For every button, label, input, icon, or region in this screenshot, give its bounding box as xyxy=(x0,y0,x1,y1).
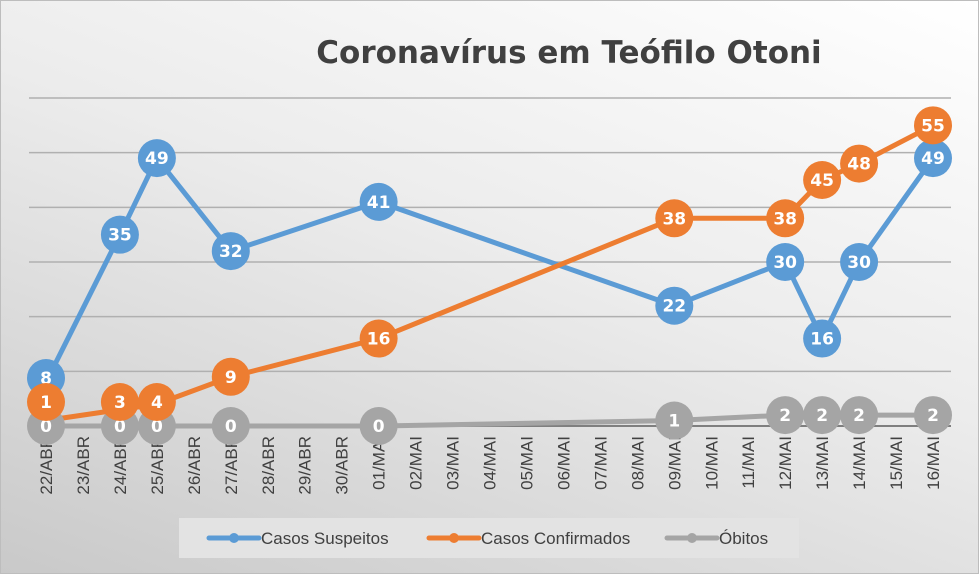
x-tick-label: 11/MAI xyxy=(739,436,758,489)
data-label: 2 xyxy=(816,406,828,426)
x-tick-label: 30/ABR xyxy=(333,436,352,495)
data-label: 0 xyxy=(40,417,52,437)
x-tick-label: 29/ABR xyxy=(296,436,315,495)
x-tick-label: 10/MAI xyxy=(702,436,721,490)
data-label: 38 xyxy=(662,209,686,229)
data-label-bubble xyxy=(655,401,694,440)
data-label-bubble xyxy=(840,243,879,281)
x-tick-label: 08/MAI xyxy=(628,436,647,490)
data-label: 16 xyxy=(810,330,834,350)
data-label-bubble xyxy=(803,319,842,358)
data-label: 55 xyxy=(921,116,945,136)
x-tick-label: 26/ABR xyxy=(185,436,204,495)
data-label-bubble xyxy=(914,139,952,178)
data-label-bubble xyxy=(803,161,842,199)
data-label: 0 xyxy=(114,417,126,437)
data-label: 0 xyxy=(225,417,237,437)
data-label-bubble xyxy=(766,396,805,435)
data-label: 48 xyxy=(847,155,871,175)
x-tick-label: 15/MAI xyxy=(887,436,906,490)
data-label-bubble xyxy=(840,396,879,435)
data-label-bubble xyxy=(803,396,842,435)
x-tick-label: 24/ABR xyxy=(111,436,130,495)
data-label: 32 xyxy=(219,242,243,262)
data-label: 4 xyxy=(151,393,163,413)
x-tick-label: 14/MAI xyxy=(850,436,869,490)
data-label: 2 xyxy=(779,406,791,426)
data-label-bubble xyxy=(914,106,952,145)
data-label: 38 xyxy=(773,209,797,229)
data-label: 1 xyxy=(668,412,680,432)
x-tick-label: 12/MAI xyxy=(776,436,795,490)
data-label-bubble xyxy=(766,243,805,281)
data-label-bubble xyxy=(137,139,176,178)
x-tick-label: 02/MAI xyxy=(407,436,426,490)
data-label: 16 xyxy=(367,330,391,350)
data-label: 49 xyxy=(145,149,169,169)
x-tick-label: 13/MAI xyxy=(813,436,832,490)
x-tick-label: 16/MAI xyxy=(924,436,943,490)
data-label-bubble xyxy=(211,357,250,396)
x-tick-label: 01/MAI xyxy=(370,436,389,490)
data-label-bubble xyxy=(914,396,952,435)
legend-marker xyxy=(449,533,459,543)
data-label: 0 xyxy=(151,417,163,437)
x-tick-label: 04/MAI xyxy=(481,436,500,490)
data-label-bubble xyxy=(655,199,694,238)
x-tick-label: 07/MAI xyxy=(591,436,610,490)
data-label-bubble xyxy=(211,407,250,445)
data-label-bubble xyxy=(211,232,250,271)
data-label-bubble xyxy=(359,182,398,221)
data-label-bubble xyxy=(137,383,176,421)
legend-marker xyxy=(687,533,697,543)
data-label: 0 xyxy=(373,417,385,437)
data-label-bubble xyxy=(655,286,694,325)
x-tick-label: 23/ABR xyxy=(74,436,93,495)
legend-marker xyxy=(229,533,239,543)
x-tick-label: 22/ABR xyxy=(37,436,56,495)
legend-label: Óbitos xyxy=(719,529,768,548)
data-label: 30 xyxy=(773,253,797,273)
data-label-bubble xyxy=(27,383,65,421)
x-tick-label: 25/ABR xyxy=(148,436,167,495)
chart-title: Coronavírus em Teófilo Otoni xyxy=(316,35,821,71)
x-tick-label: 27/ABR xyxy=(222,436,241,495)
data-label: 35 xyxy=(108,226,132,246)
data-label: 8 xyxy=(40,369,52,389)
x-tick-label: 05/MAI xyxy=(517,436,536,490)
data-label: 49 xyxy=(921,149,945,169)
data-label: 41 xyxy=(367,193,391,213)
data-label-bubble xyxy=(840,144,879,183)
series-line-0 xyxy=(43,155,936,384)
data-label: 45 xyxy=(810,171,834,191)
data-label: 22 xyxy=(662,297,686,317)
legend-label: Casos Suspeitos xyxy=(261,529,389,548)
data-label: 2 xyxy=(853,406,865,426)
data-label-bubble xyxy=(359,319,398,358)
x-tick-label: 06/MAI xyxy=(554,436,573,490)
x-tick-label: 09/MAI xyxy=(665,436,684,490)
data-label: 30 xyxy=(847,253,871,273)
series-line-1 xyxy=(45,123,935,424)
data-label: 9 xyxy=(225,368,237,388)
data-label-bubble xyxy=(766,199,805,238)
data-label-bubble xyxy=(100,383,139,421)
legend-label: Casos Confirmados xyxy=(481,529,630,548)
data-label: 2 xyxy=(927,406,939,426)
data-label-bubble xyxy=(100,215,139,254)
x-tick-label: 03/MAI xyxy=(444,436,463,490)
x-tick-label: 28/ABR xyxy=(259,436,278,495)
data-label-bubble xyxy=(359,407,398,445)
data-label: 3 xyxy=(114,393,126,413)
data-label: 1 xyxy=(40,393,52,413)
